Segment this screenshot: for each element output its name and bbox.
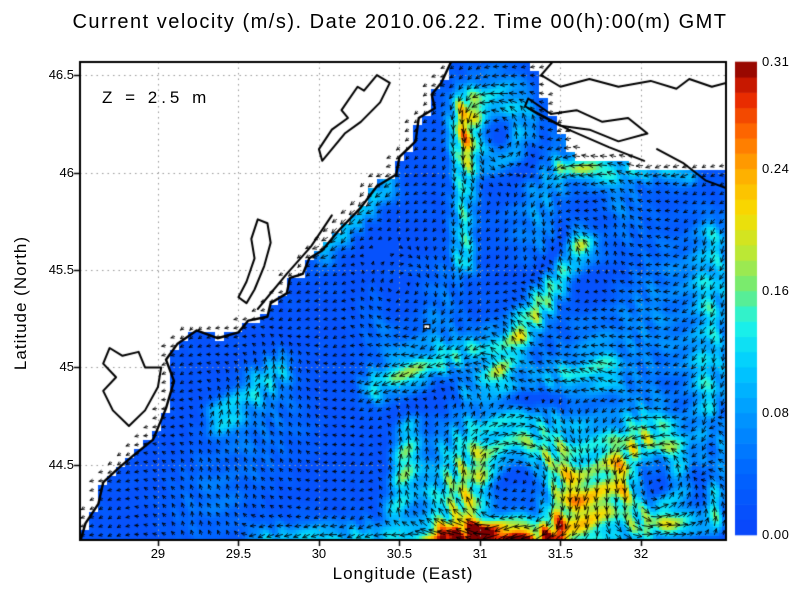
colorbar-tick-label: 0.00 — [762, 527, 790, 542]
y-tick-label: 44.5 — [48, 456, 74, 472]
x-tick-label: 29 — [150, 546, 166, 561]
x-tick-label: 31.5 — [547, 546, 574, 561]
y-tick-label: 45.5 — [48, 262, 74, 277]
chart-title: Current velocity (m/s). Date 2010.06.22.… — [72, 11, 728, 33]
colorbar-tick-label: 0.16 — [762, 282, 790, 298]
depth-annotation: Z = 2.5 m — [102, 88, 211, 107]
x-tick-label: 29.5 — [225, 546, 252, 561]
y-axis-title: Latitude (North) — [11, 235, 30, 371]
x-axis-title: Longitude (East) — [332, 564, 474, 583]
colorbar-tick-label: 0.08 — [762, 404, 790, 420]
y-tick-label: 46.5 — [48, 67, 74, 83]
y-tick-label: 46 — [59, 164, 74, 180]
colorbar-tick-label: 0.31 — [762, 54, 790, 69]
y-tick-label: 45 — [59, 359, 74, 375]
colorbar-tick-label: 0.24 — [762, 160, 790, 176]
x-tick-label: 30.5 — [386, 546, 413, 561]
x-tick-label: 32 — [633, 546, 649, 561]
x-tick-label: 31 — [472, 546, 488, 561]
x-tick-label: 30 — [311, 546, 327, 561]
